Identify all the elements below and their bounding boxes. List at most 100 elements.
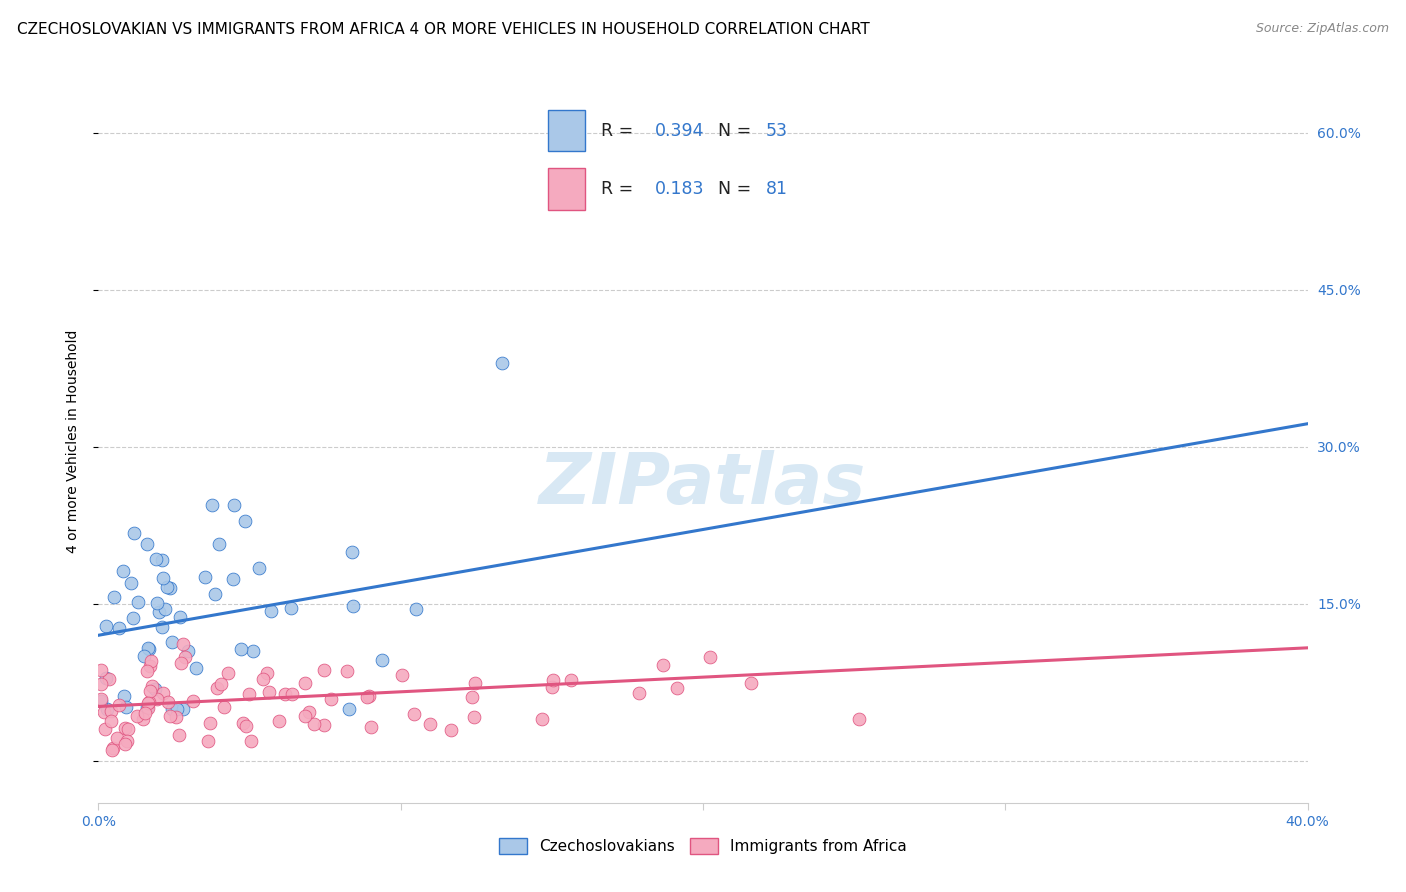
Point [222,572,245,586]
Point [297,705,319,719]
Point [101,743,124,757]
Point [402,706,425,721]
Point [141,654,163,668]
Point [342,599,364,613]
Point [174,649,197,664]
Point [172,701,194,715]
Point [419,716,441,731]
Point [94,723,117,737]
Point [464,675,486,690]
Point [198,716,221,731]
Point [138,642,160,657]
Point [256,666,278,681]
Point [491,356,513,370]
Point [209,677,232,691]
Point [125,709,148,723]
Point [340,545,363,559]
Point [205,681,228,695]
Point [699,649,721,664]
Point [132,712,155,726]
Point [197,734,219,748]
Point [319,692,342,706]
Point [156,580,179,594]
Point [108,698,131,712]
Point [112,689,135,703]
Point [105,731,128,745]
Point [740,675,762,690]
Point [231,641,253,656]
Point [90,692,112,706]
Point [666,681,689,695]
Point [136,641,159,656]
Point [204,587,226,601]
Point [138,684,160,698]
Point [143,682,166,697]
Point [627,686,650,700]
Point [181,694,204,708]
Point [145,551,167,566]
Point [150,553,173,567]
Point [238,687,260,701]
Point [170,657,193,671]
Point [146,692,169,706]
Point [139,659,162,673]
Point [314,663,336,677]
Point [391,667,413,681]
Point [136,701,159,715]
Point [90,694,112,708]
Point [90,677,112,691]
Point [166,701,188,715]
Point [136,699,159,714]
Point [167,728,190,742]
Point [152,571,174,585]
Point [160,635,183,649]
Point [153,602,176,616]
Point [136,664,159,678]
Point [96,618,118,632]
Point [177,644,200,658]
Point [165,710,187,724]
Point [461,690,484,704]
Point [90,663,112,677]
Y-axis label: 4 or more Vehicles in Household: 4 or more Vehicles in Household [66,330,80,553]
Point [359,689,381,703]
Point [302,717,325,731]
Text: Source: ZipAtlas.com: Source: ZipAtlas.com [1256,22,1389,36]
Point [157,695,180,709]
Point [150,620,173,634]
Point [117,723,139,737]
Point [336,664,359,678]
Point [136,696,159,710]
Point [233,514,256,528]
Point [652,658,675,673]
Point [148,605,170,619]
Point [103,590,125,604]
Point [146,596,169,610]
Point [543,673,565,688]
Point [212,700,235,714]
Point [111,564,134,578]
Point [247,561,270,575]
Point [134,649,156,664]
Legend: Czechoslovakians, Immigrants from Africa: Czechoslovakians, Immigrants from Africa [494,832,912,860]
Point [314,718,336,732]
Point [124,525,146,540]
Point [252,672,274,686]
Point [560,673,582,687]
Point [281,687,304,701]
Point [405,602,427,616]
Point [134,706,156,721]
Point [260,604,283,618]
Point [101,740,124,755]
Point [267,714,290,728]
Point [440,723,463,737]
Point [208,536,231,550]
Point [194,569,217,583]
Point [232,716,254,731]
Point [235,719,257,733]
Point [463,710,485,724]
Point [121,576,143,591]
Point [141,679,163,693]
Text: CZECHOSLOVAKIAN VS IMMIGRANTS FROM AFRICA 4 OR MORE VEHICLES IN HOUSEHOLD CORREL: CZECHOSLOVAKIAN VS IMMIGRANTS FROM AFRIC… [17,22,870,37]
Point [172,637,194,651]
